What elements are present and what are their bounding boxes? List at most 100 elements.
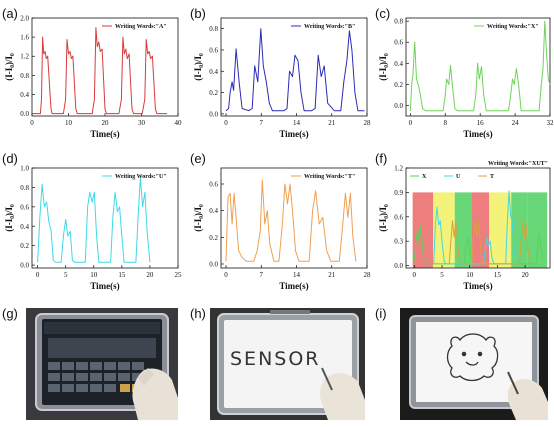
y-tick-label: 0.4	[209, 207, 218, 215]
y-tick-label: 2.0	[20, 15, 29, 23]
x-tick-label: 28	[364, 271, 372, 279]
y-tick-label: 1.6	[20, 34, 29, 42]
y-tick-label: 1.0	[20, 165, 29, 173]
x-tick-label: 21	[328, 271, 336, 279]
plot-frame	[220, 17, 368, 117]
photo-tablet-drawing	[400, 308, 548, 420]
y-tick-label: 0.0	[20, 262, 29, 270]
y-tick-label: 0.6	[20, 203, 29, 211]
y-axis-label: (I-I₀)/I₀	[193, 204, 203, 232]
plot-frame	[405, 167, 551, 269]
x-tick-label: 14	[293, 119, 301, 127]
y-axis-label: (I-I₀)/I₀	[4, 204, 14, 232]
x-tick-label: 21	[328, 119, 336, 127]
y-tick-label: 0.2	[209, 89, 218, 97]
y-axis-label: (I-I₀)/I₀	[4, 53, 14, 81]
x-axis-label: Time(s)	[463, 281, 492, 291]
y-axis-label: (I-I₀)/I₀	[193, 53, 203, 81]
y-tick-label: 0.8	[20, 72, 29, 80]
y-tick-label: 1.2	[394, 165, 403, 173]
x-tick-label: 0	[413, 271, 417, 279]
y-tick-label: 0.0	[209, 261, 218, 269]
series-line-t	[448, 220, 531, 265]
y-tick-label: 0.9	[394, 189, 403, 197]
y-tick-label: 0.6	[394, 213, 403, 221]
y-tick-label: 0.2	[209, 234, 218, 242]
panel-label-i: (i)	[375, 306, 387, 321]
y-tick-label: 0.2	[20, 242, 29, 250]
y-tick-label: 0.0	[394, 262, 403, 270]
y-axis-label: (I-I₀)/I₀	[378, 53, 388, 81]
legend-label: X	[422, 174, 427, 180]
panel-label-d: (d)	[2, 151, 18, 166]
y-tick-label: 0.3	[394, 238, 403, 246]
y-tick-label: 0.0	[394, 102, 403, 110]
series-line-main	[409, 20, 551, 112]
series-line-main	[32, 27, 168, 115]
y-tick-label: 0.4	[209, 68, 218, 76]
chart-a: 0 10 20 30 40 0.0 0.4 0.8 1.2 1.6 2.0 Time(s) (I-I₀)…	[4, 15, 182, 140]
y-tick-label: 0.6	[209, 46, 218, 54]
series-line-main	[37, 177, 151, 263]
x-axis-label: Time(s)	[463, 129, 492, 139]
x-tick-label: 7	[260, 119, 264, 127]
y-axis-label: (I-I₀)/I₀	[378, 204, 388, 232]
x-axis-label: Time(s)	[279, 129, 308, 139]
x-tick-label: 10	[90, 271, 98, 279]
y-tick-label: 0.8	[394, 18, 403, 26]
x-tick-label: 10	[466, 271, 474, 279]
x-tick-label: 15	[494, 271, 502, 279]
series-line-x	[413, 224, 544, 265]
band-1	[433, 192, 455, 268]
x-tick-label: 10	[65, 119, 73, 127]
photo-tablet-sensor: SENSOR	[210, 308, 365, 420]
x-tick-label: 20	[102, 119, 110, 127]
legend-label: Writing Words:"B"	[304, 24, 355, 30]
y-tick-label: 0.4	[20, 91, 29, 99]
x-tick-label: 20	[522, 271, 530, 279]
band-5	[511, 192, 528, 268]
legend-label: Writing Words:"U"	[115, 174, 167, 180]
chart-d: 0 5 10 15 20 25 0.0 0.2 0.4 0.6 0.8 1.0 Time(s) (I-I₀…	[4, 165, 183, 292]
y-tick-label: 0.8	[209, 25, 218, 33]
series-line-main	[225, 179, 357, 262]
x-tick-label: 25	[175, 271, 183, 279]
x-tick-label: 20	[146, 271, 154, 279]
legend-label: Writing Words:"T"	[304, 174, 355, 180]
x-tick-label: 24	[512, 119, 520, 127]
x-tick-label: 8	[444, 119, 448, 127]
handwritten-text: SENSOR	[230, 348, 321, 370]
legend-label: U	[456, 174, 461, 180]
plot-frame	[220, 167, 368, 269]
x-axis-label: Time(s)	[279, 281, 308, 291]
y-tick-label: 0.6	[209, 181, 218, 189]
x-tick-label: 30	[138, 119, 146, 127]
x-tick-label: 0	[36, 271, 40, 279]
x-axis-label: Time(s)	[90, 129, 119, 139]
y-tick-label: 0.8	[20, 184, 29, 192]
photo-h-drawing	[210, 308, 365, 420]
photo-tablet-keyboard	[26, 308, 178, 420]
x-tick-label: 0	[30, 119, 34, 127]
panel-label-c: (c)	[375, 6, 391, 21]
y-tick-label: 0.0	[209, 110, 218, 118]
panel-label-f: (f)	[375, 151, 388, 166]
panel-label-h: (h)	[190, 306, 206, 321]
series-line-main	[225, 28, 365, 112]
chart-title: Writing Words:"XUT"	[488, 161, 548, 167]
x-tick-label: 32	[547, 119, 554, 127]
y-tick-label: 0.0	[20, 110, 29, 118]
panel-label-e: (e)	[190, 151, 206, 166]
legend-label: Writing Words:"X"	[487, 24, 539, 30]
legend-label: T	[490, 174, 494, 180]
y-tick-label: 0.4	[394, 60, 403, 68]
chart-c: 0 8 16 24 32 0.0 0.2 0.4 0.6 0.8 Time(s) (I-I₀)/I₀ W…	[378, 17, 554, 139]
plot-frame	[405, 17, 551, 117]
x-axis-label: Time(s)	[90, 281, 119, 291]
x-tick-label: 5	[440, 271, 444, 279]
panel-label-b: (b)	[190, 6, 206, 21]
y-tick-label: 1.2	[20, 53, 29, 61]
panel-label-a: (a)	[2, 6, 18, 21]
photo-g-drawing	[26, 308, 178, 420]
legend-label: Writing Words:"A"	[115, 24, 167, 30]
